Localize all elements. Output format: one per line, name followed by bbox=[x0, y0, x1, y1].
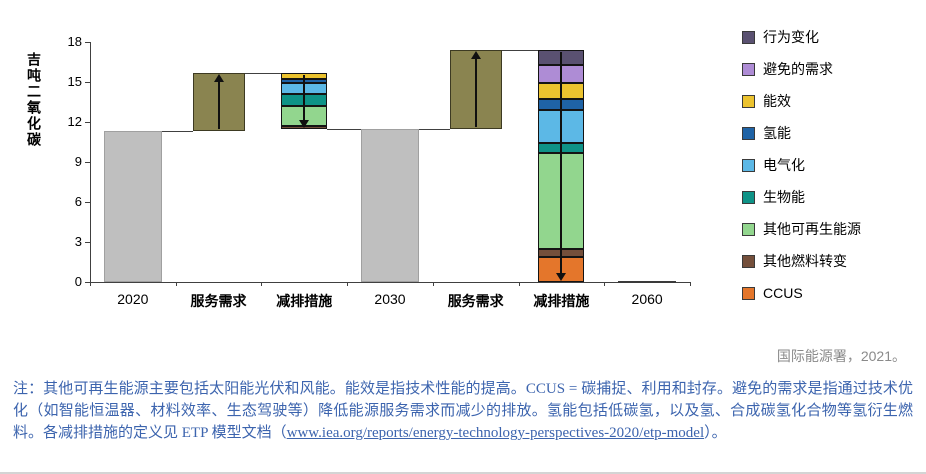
x-tick bbox=[261, 282, 263, 286]
y-tick-label: 18 bbox=[67, 34, 82, 49]
down-arrow-line bbox=[303, 74, 306, 120]
up-arrow-head bbox=[213, 73, 224, 82]
chart-legend: 行为变化避免的需求能效氢能电气化生物能其他可再生能源 其他燃料转变 CCUS bbox=[742, 26, 861, 314]
x-category-label: 减排措施 bbox=[533, 293, 590, 309]
legend-item-energy-efficiency: 能效 bbox=[742, 90, 861, 112]
bar-2060 bbox=[618, 280, 677, 283]
connector-line bbox=[327, 128, 361, 130]
legend-label: 氢能 bbox=[763, 125, 791, 141]
x-category-label: 2060 bbox=[631, 291, 663, 307]
legend-swatch-other-fuel-shifts bbox=[742, 254, 755, 268]
legend-item-other-fuel-shifts: 其他燃料转变 bbox=[742, 250, 861, 272]
y-tick bbox=[85, 42, 90, 43]
x-tick bbox=[518, 282, 520, 286]
connector-line bbox=[419, 128, 450, 130]
x-tick bbox=[175, 282, 177, 286]
y-tick-label: 3 bbox=[74, 234, 82, 249]
legend-item-bioenergy: 生物能 bbox=[742, 186, 861, 208]
connector-line bbox=[501, 50, 539, 51]
x-axis bbox=[90, 282, 690, 283]
legend-swatch-hydrogen bbox=[742, 126, 755, 140]
legend-label: 避免的需求 bbox=[763, 61, 833, 77]
legend-label: 电气化 bbox=[763, 157, 805, 173]
etp-model-link[interactable]: www.iea.org/reports/energy-technology-pe… bbox=[286, 425, 705, 441]
legend-label: 其他燃料转变 bbox=[763, 253, 847, 269]
y-axis-title: 吉吨二氧化碳 bbox=[26, 52, 42, 148]
up-arrow-head bbox=[470, 51, 481, 59]
bar-2030 bbox=[361, 128, 419, 282]
legend-item-ccus: CCUS bbox=[742, 282, 861, 304]
up-arrow-line bbox=[217, 80, 220, 130]
legend-label: 能效 bbox=[763, 93, 791, 109]
x-category-label: 2020 bbox=[117, 291, 149, 307]
legend-label: 其他可再生能源 bbox=[763, 221, 861, 237]
x-category-label: 服务需求 bbox=[447, 293, 504, 309]
x-tick bbox=[90, 282, 91, 286]
legend-swatch-other-renewables bbox=[742, 222, 755, 236]
bar-2020 bbox=[103, 131, 162, 282]
legend-item-hydrogen: 氢能 bbox=[742, 122, 861, 144]
x-tick bbox=[347, 282, 349, 286]
y-tick-label: 15 bbox=[67, 74, 82, 89]
y-tick-label: 12 bbox=[67, 114, 82, 129]
up-arrow-line bbox=[474, 58, 477, 127]
x-category-label: 减排措施 bbox=[276, 293, 333, 309]
x-tick bbox=[432, 282, 434, 286]
legend-item-avoided-demand: 避免的需求 bbox=[742, 58, 861, 80]
bottom-divider bbox=[0, 472, 926, 474]
y-axis bbox=[90, 42, 91, 283]
footnote-text-end: ）。 bbox=[704, 425, 727, 441]
y-tick bbox=[85, 242, 90, 243]
x-category-label: 2030 bbox=[374, 291, 406, 307]
y-tick-label: 6 bbox=[74, 194, 82, 209]
legend-item-electrification: 电气化 bbox=[742, 154, 861, 176]
legend-label: CCUS bbox=[763, 285, 803, 301]
legend-swatch-energy-efficiency bbox=[742, 94, 755, 108]
legend-label: 行为变化 bbox=[763, 29, 819, 45]
source-attribution: 国际能源署，2021。 bbox=[776, 348, 906, 364]
y-tick-label: 9 bbox=[74, 154, 82, 169]
footnote: 注：其他可再生能源主要包括太阳能光伏和风能。能效是指技术性能的提高。CCUS =… bbox=[13, 378, 913, 444]
footnote-text: 注：其他可再生能源主要包括太阳能光伏和风能。能效是指技术性能的提高。CCUS =… bbox=[13, 381, 913, 441]
down-arrow-line bbox=[560, 52, 563, 273]
y-tick bbox=[85, 162, 90, 163]
x-category-label: 服务需求 bbox=[190, 293, 247, 309]
legend-swatch-avoided-demand bbox=[742, 62, 755, 76]
y-tick bbox=[85, 122, 90, 123]
x-tick bbox=[604, 282, 606, 286]
connector-line bbox=[244, 72, 282, 74]
y-tick bbox=[85, 202, 90, 203]
y-tick bbox=[85, 82, 90, 83]
down-arrow-head bbox=[556, 273, 567, 281]
legend-swatch-electrification bbox=[742, 158, 755, 172]
legend-swatch-bioenergy bbox=[742, 190, 755, 204]
legend-swatch-behaviour-change bbox=[742, 30, 755, 44]
legend-label: 生物能 bbox=[763, 189, 805, 205]
legend-item-other-renewables: 其他可再生能源 bbox=[742, 218, 861, 240]
down-arrow-head bbox=[299, 119, 310, 128]
x-tick bbox=[690, 282, 691, 286]
y-tick-label: 0 bbox=[74, 274, 82, 289]
connector-line bbox=[161, 131, 193, 133]
legend-swatch-ccus bbox=[742, 286, 755, 300]
y-tick bbox=[85, 282, 90, 283]
legend-item-behaviour-change: 行为变化 bbox=[742, 26, 861, 48]
